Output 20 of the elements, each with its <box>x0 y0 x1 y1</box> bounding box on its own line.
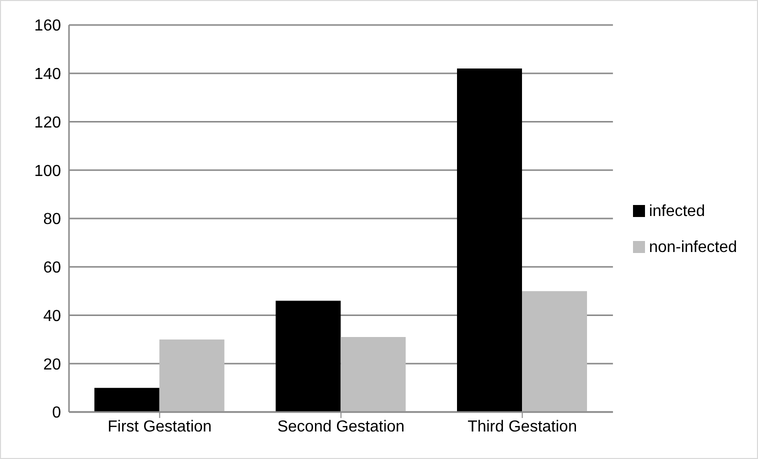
y-tick-label: 160 <box>34 18 62 35</box>
y-tick-label: 120 <box>34 114 62 132</box>
bar <box>276 300 341 412</box>
y-tick-label: 40 <box>43 308 62 325</box>
bar <box>457 68 522 412</box>
x-tick-label: Third Gestation <box>468 418 577 436</box>
y-tick-label: 0 <box>52 404 62 422</box>
x-tick-label: First Gestation <box>108 418 212 436</box>
legend-label: infected <box>648 202 705 220</box>
y-tick-label: 80 <box>43 211 62 228</box>
y-tick-label: 20 <box>43 356 62 374</box>
y-tick-label: 60 <box>43 260 62 277</box>
bar <box>340 337 406 412</box>
y-tick-label: 140 <box>34 66 62 84</box>
y-tick-label: 100 <box>34 162 62 180</box>
bar <box>159 339 224 412</box>
bar <box>522 291 588 412</box>
legend-label: non-infected <box>648 238 737 256</box>
bar <box>94 388 160 412</box>
x-tick-label: Second Gestation <box>277 418 405 436</box>
